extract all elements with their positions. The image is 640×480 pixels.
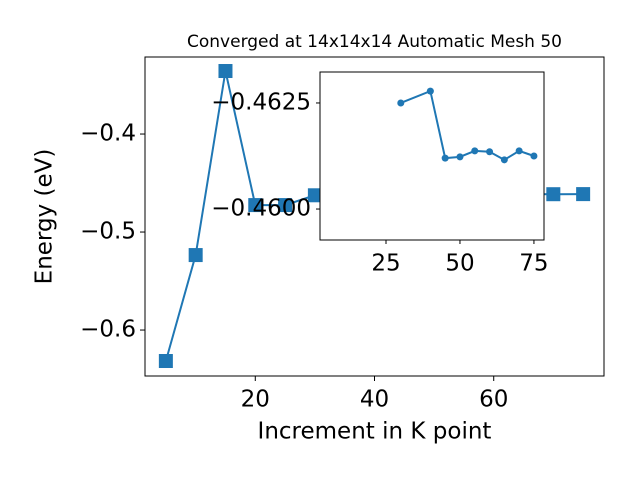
marker <box>218 64 233 79</box>
y-tick-label: −0.6 <box>80 317 136 343</box>
y-tick-label: −0.4600 <box>211 196 311 222</box>
marker <box>397 99 405 107</box>
marker <box>307 188 322 203</box>
x-axis-label: Increment in K point <box>258 419 492 445</box>
y-tick-label: −0.4625 <box>211 89 311 115</box>
marker <box>471 147 479 155</box>
marker <box>248 198 263 213</box>
marker <box>530 152 538 160</box>
marker <box>158 354 173 369</box>
y-tick-label: −0.4 <box>80 121 136 147</box>
axes-frame <box>319 71 545 241</box>
chart-title: Converged at 14x14x14 Automatic Mesh 50 <box>187 32 562 52</box>
marker <box>486 148 494 156</box>
marker <box>426 87 434 95</box>
marker <box>456 153 464 161</box>
marker <box>576 187 591 202</box>
series-group <box>397 87 538 164</box>
x-tick-label: 20 <box>241 387 270 413</box>
x-tick-label: 40 <box>360 387 389 413</box>
x-tick-label: 60 <box>479 387 508 413</box>
x-tick-label: 50 <box>445 251 474 277</box>
y-axis-label: Energy (eV) <box>32 149 58 285</box>
marker <box>278 198 293 213</box>
y-tick-label: −0.5 <box>80 219 136 245</box>
marker <box>441 154 449 162</box>
x-tick-label: 75 <box>519 251 548 277</box>
marker <box>515 147 523 155</box>
axes-frame <box>144 56 605 377</box>
marker <box>546 187 561 202</box>
x-tick-label: 25 <box>371 251 400 277</box>
marker <box>500 156 508 164</box>
marker <box>188 248 203 263</box>
